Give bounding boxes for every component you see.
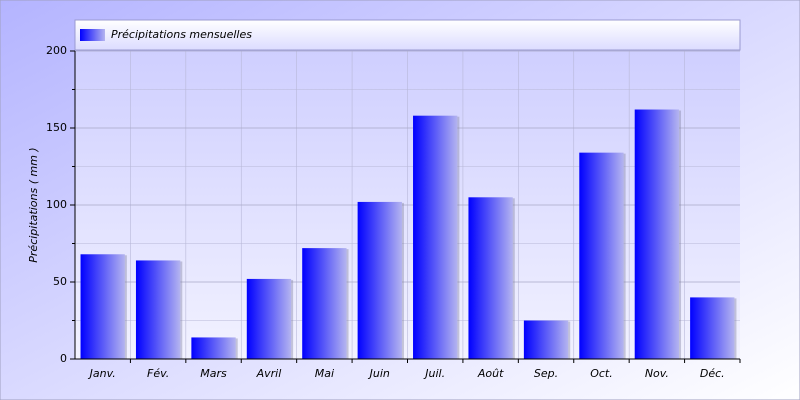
bar: [579, 152, 624, 359]
x-tick-label: Mars: [200, 367, 227, 380]
bar: [357, 201, 402, 359]
bar: [135, 260, 181, 359]
x-tick-label: Janv.: [88, 367, 116, 380]
bar: [413, 115, 458, 360]
x-tick-label: Avril: [256, 367, 282, 380]
legend-label: Précipitations mensuelles: [111, 28, 252, 41]
x-tick-label: Sep.: [534, 367, 558, 380]
legend-swatch: [80, 29, 105, 41]
x-tick-label: Oct.: [590, 367, 613, 380]
y-tick-label: 100: [46, 198, 67, 211]
y-tick-label: 150: [46, 121, 67, 134]
x-tick-label: Mai: [315, 367, 334, 380]
bar: [191, 337, 236, 359]
legend-box: [74, 19, 741, 51]
x-tick-label: Juil.: [423, 367, 445, 380]
y-tick-label: 0: [60, 352, 67, 365]
bar: [634, 109, 680, 360]
y-axis-label: Précipitations ( mm ): [27, 147, 40, 262]
bar: [523, 320, 569, 359]
x-tick-label: Déc.: [700, 367, 725, 380]
x-tick-label: Nov.: [645, 367, 669, 380]
bar: [302, 248, 347, 359]
bar: [468, 197, 513, 359]
x-tick-label: Août: [477, 367, 504, 380]
x-tick-label: Juin: [368, 367, 390, 380]
y-tick-label: 50: [53, 275, 67, 288]
bar: [690, 297, 735, 359]
bar: [246, 278, 292, 359]
bar: [80, 254, 125, 359]
y-tick-label: 200: [46, 44, 67, 57]
x-tick-label: Fév.: [147, 367, 169, 380]
